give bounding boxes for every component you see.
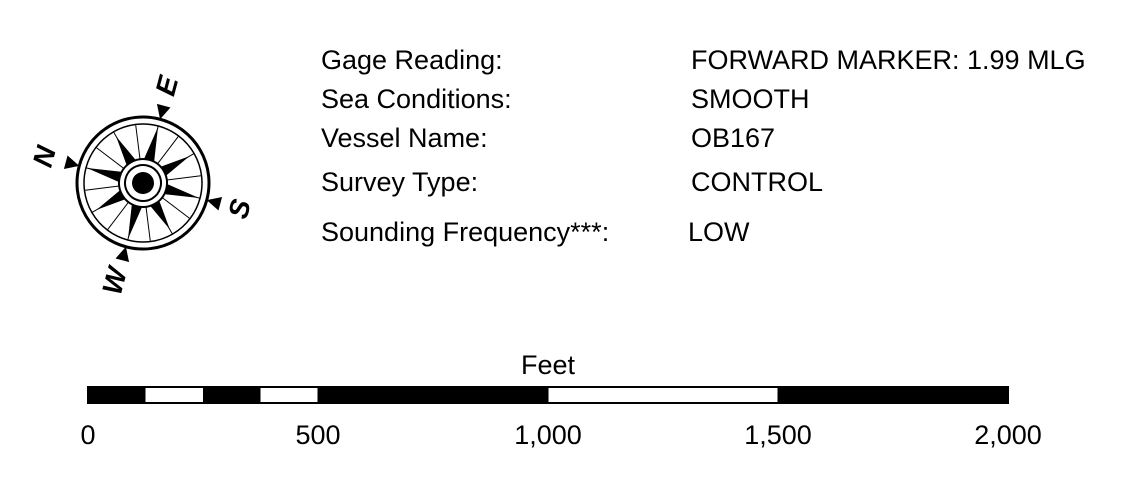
scale-bar: Feet 0 500 1,000 1,500 2,000 — [80, 350, 1041, 450]
info-label: Survey Type: — [321, 167, 478, 197]
info-value: CONTROL — [691, 167, 823, 197]
info-value: OB167 — [691, 123, 775, 153]
scale-segment — [318, 387, 548, 403]
scale-segment — [778, 387, 1008, 403]
scale-segment — [88, 387, 146, 403]
scale-segment — [548, 391, 778, 399]
scale-unit: Feet — [521, 350, 576, 380]
scale-segment — [203, 387, 261, 403]
scale-segment — [260, 391, 318, 399]
scale-tick-label: 2,000 — [974, 420, 1042, 450]
info-label: Gage Reading: — [321, 45, 503, 75]
compass-south: S — [222, 196, 257, 222]
scale-tick-label: 1,000 — [514, 420, 582, 450]
info-label: Vessel Name: — [321, 123, 488, 153]
info-label: Sounding Frequency***: — [321, 217, 609, 247]
scale-tick-label: 500 — [295, 420, 340, 450]
info-value: FORWARD MARKER: 1.99 MLG — [691, 45, 1086, 75]
info-value: LOW — [688, 217, 750, 247]
compass-north: N — [27, 142, 62, 170]
compass-east: E — [149, 72, 184, 99]
scale-tick-label: 1,500 — [744, 420, 812, 450]
scale-tick-label: 0 — [80, 420, 95, 450]
info-label: Sea Conditions: — [321, 84, 512, 114]
compass-west: W — [96, 262, 133, 298]
info-value: SMOOTH — [691, 84, 810, 114]
compass-rose: N E S W — [27, 72, 257, 298]
scale-segment — [145, 391, 203, 399]
survey-info: Gage Reading: FORWARD MARKER: 1.99 MLG Sea… — [321, 45, 1086, 247]
